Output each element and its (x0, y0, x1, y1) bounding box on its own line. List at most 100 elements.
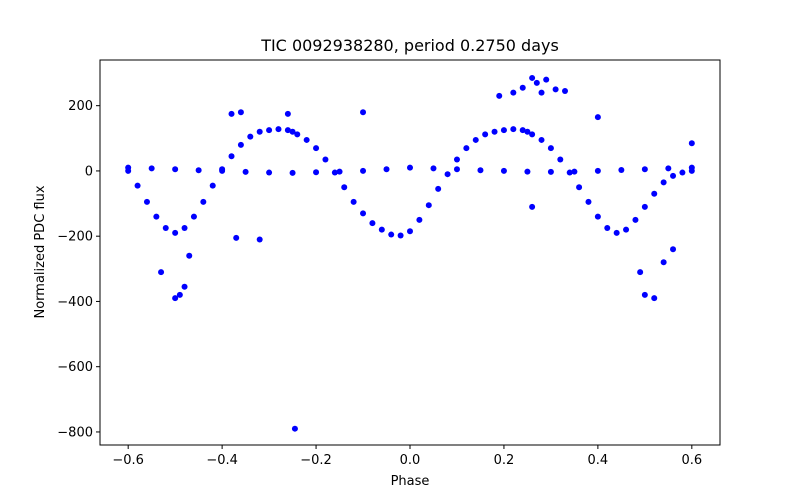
data-point (637, 269, 644, 276)
data-point (378, 226, 385, 233)
data-point (153, 213, 160, 220)
data-point (200, 198, 207, 205)
data-point (360, 109, 367, 116)
data-point (360, 167, 367, 174)
data-point (688, 140, 695, 147)
data-point (632, 216, 639, 223)
data-point (143, 198, 150, 205)
data-point (477, 167, 484, 174)
data-point (566, 169, 573, 176)
data-point (618, 166, 625, 173)
data-point (397, 232, 404, 239)
data-point (237, 141, 244, 148)
data-point (529, 203, 536, 210)
data-point (641, 291, 648, 298)
data-point (341, 184, 348, 191)
data-point (510, 89, 517, 96)
data-point (190, 213, 197, 220)
y-tick-label: −600 (57, 360, 93, 375)
data-point (543, 76, 550, 83)
data-point (519, 127, 526, 134)
data-point (679, 169, 686, 176)
data-point (425, 202, 432, 209)
data-point (303, 136, 310, 143)
data-point (496, 92, 503, 99)
data-point (444, 171, 451, 178)
x-tick-label: −0.2 (300, 453, 332, 468)
data-point (435, 185, 442, 192)
data-point (284, 127, 291, 134)
data-point (275, 126, 282, 133)
data-point (529, 131, 536, 138)
data-point (463, 145, 470, 152)
data-point (228, 153, 235, 160)
data-point (688, 164, 695, 171)
data-point (256, 236, 263, 243)
data-point (651, 295, 658, 302)
data-point (266, 127, 273, 134)
data-point (500, 127, 507, 134)
data-point (491, 128, 498, 135)
y-tick-label: −200 (57, 230, 93, 245)
data-point (641, 203, 648, 210)
data-point (219, 167, 226, 174)
y-tick-label: 0 (85, 164, 93, 179)
data-point (195, 167, 202, 174)
data-point (576, 184, 583, 191)
data-point (552, 86, 559, 93)
data-point (266, 169, 273, 176)
data-point (547, 168, 554, 175)
y-tick-label: −800 (57, 425, 93, 440)
x-tick-label: −0.6 (112, 453, 144, 468)
data-point (294, 131, 301, 138)
data-point (134, 182, 141, 189)
data-point (186, 252, 193, 259)
data-point (209, 182, 216, 189)
data-point (228, 110, 235, 117)
data-point (641, 166, 648, 173)
data-point (289, 128, 296, 135)
data-point (623, 226, 630, 233)
data-point (430, 165, 437, 172)
data-point (665, 165, 672, 172)
data-point (176, 291, 183, 298)
data-point (237, 109, 244, 116)
data-point (524, 168, 531, 175)
data-point (256, 128, 263, 135)
y-tick-label: 200 (68, 99, 93, 114)
x-axis: −0.6 −0.4 −0.2 0.0 0.2 0.4 0.6 (112, 445, 702, 468)
data-point (547, 145, 554, 152)
data-point (453, 156, 460, 163)
data-point (660, 179, 667, 186)
y-tick-label: −400 (57, 295, 93, 310)
data-point (407, 164, 413, 171)
data-point (594, 114, 601, 121)
data-point (181, 283, 188, 290)
scatter-points (125, 74, 695, 432)
data-point (453, 166, 460, 173)
chart-title: TIC 0092938280, period 0.2750 days (260, 36, 559, 55)
data-point (472, 136, 479, 143)
data-point (388, 231, 395, 238)
data-point (242, 168, 249, 175)
data-point (322, 156, 329, 163)
y-axis: 200 0 −200 −400 −600 −800 (57, 99, 100, 440)
x-axis-label: Phase (391, 474, 430, 489)
x-tick-label: 0.6 (681, 453, 702, 468)
y-axis-label: Normalized PDC flux (33, 185, 48, 318)
data-point (538, 89, 545, 96)
data-point (350, 198, 357, 205)
x-tick-label: −0.4 (206, 453, 238, 468)
data-point (571, 168, 578, 175)
data-point (670, 172, 677, 179)
data-point (613, 229, 620, 236)
data-point (585, 198, 592, 205)
data-point (604, 225, 611, 232)
data-point (313, 145, 320, 152)
data-point (284, 110, 291, 117)
data-point (291, 425, 298, 432)
x-tick-label: 0.0 (400, 453, 421, 468)
data-point (172, 166, 179, 173)
